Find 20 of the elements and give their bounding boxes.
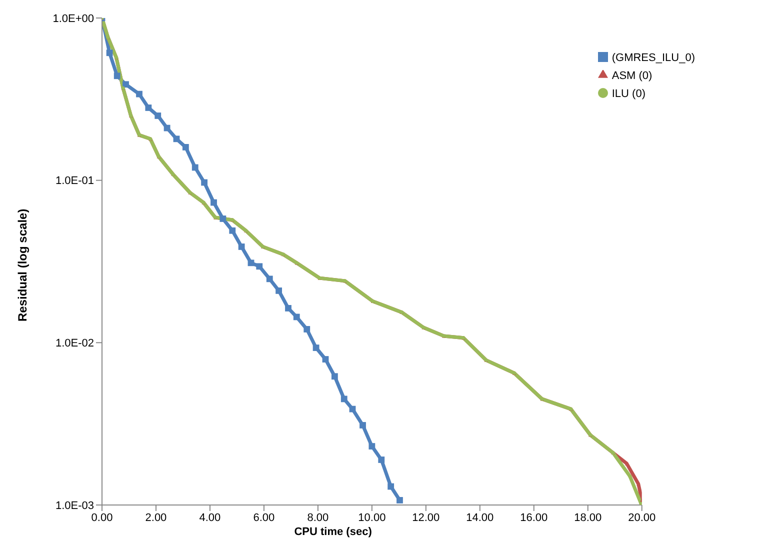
x-axis-title: CPU time (sec) xyxy=(294,526,372,538)
y-axis-title: Residual (log scale) xyxy=(15,208,30,322)
x-tick-label: 16.00 xyxy=(520,512,548,524)
legend-label: ILU (0) xyxy=(612,88,646,100)
y-tick-label: 1.0E-03 xyxy=(55,500,94,512)
x-tick-label: 2.00 xyxy=(145,512,167,524)
x-tick-label: 18.00 xyxy=(574,512,602,524)
x-tick-label: 20.00 xyxy=(628,512,656,524)
legend-label: (GMRES_ILU_0) xyxy=(612,52,695,64)
x-tick-label: 6.00 xyxy=(253,512,275,524)
y-tick-label: 1.0E+00 xyxy=(52,12,94,25)
x-tick-label: 4.00 xyxy=(199,512,221,524)
x-tick-label: 10.00 xyxy=(358,512,386,524)
x-tick-label: 14.00 xyxy=(466,512,494,524)
x-tick-label: 12.00 xyxy=(412,512,440,524)
y-tick-label: 1.0E-01 xyxy=(55,175,94,188)
legend-label: ASM (0) xyxy=(612,70,652,82)
y-tick-label: 1.0E-02 xyxy=(55,338,94,350)
x-tick-label: 8.00 xyxy=(307,512,329,524)
x-tick-label: 0.00 xyxy=(91,512,113,524)
